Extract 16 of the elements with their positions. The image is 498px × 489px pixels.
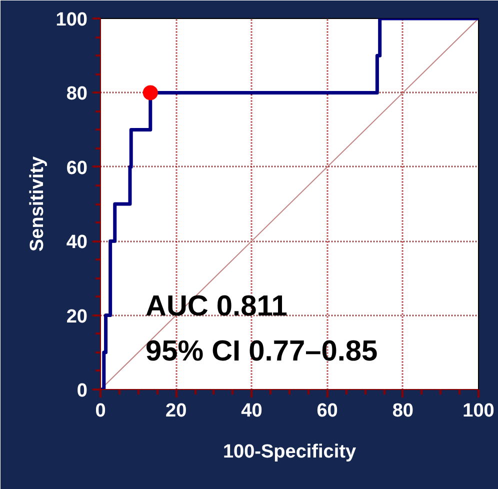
x-tick-label: 40: [241, 400, 262, 422]
y-tick-label: 0: [76, 380, 88, 402]
x-tick-label: 60: [316, 400, 338, 422]
y-axis-title: Sensitivity: [26, 156, 48, 252]
x-axis-title: 100-Specificity: [222, 442, 356, 462]
y-tick-label: 60: [66, 158, 88, 179]
annotation: AUC 0.811: [146, 290, 288, 322]
y-tick-label: 20: [66, 306, 88, 328]
x-tick-label: 80: [392, 400, 414, 422]
x-tick-label: 0: [95, 400, 106, 422]
y-tick-label: 100: [56, 10, 88, 30]
x-tick-label: 20: [166, 400, 187, 422]
y-tick-label: 80: [66, 84, 88, 105]
x-tick-label: 100: [462, 400, 494, 422]
annotation: 95% CI 0.77–0.85: [146, 336, 378, 368]
y-tick-label: 40: [66, 232, 88, 254]
